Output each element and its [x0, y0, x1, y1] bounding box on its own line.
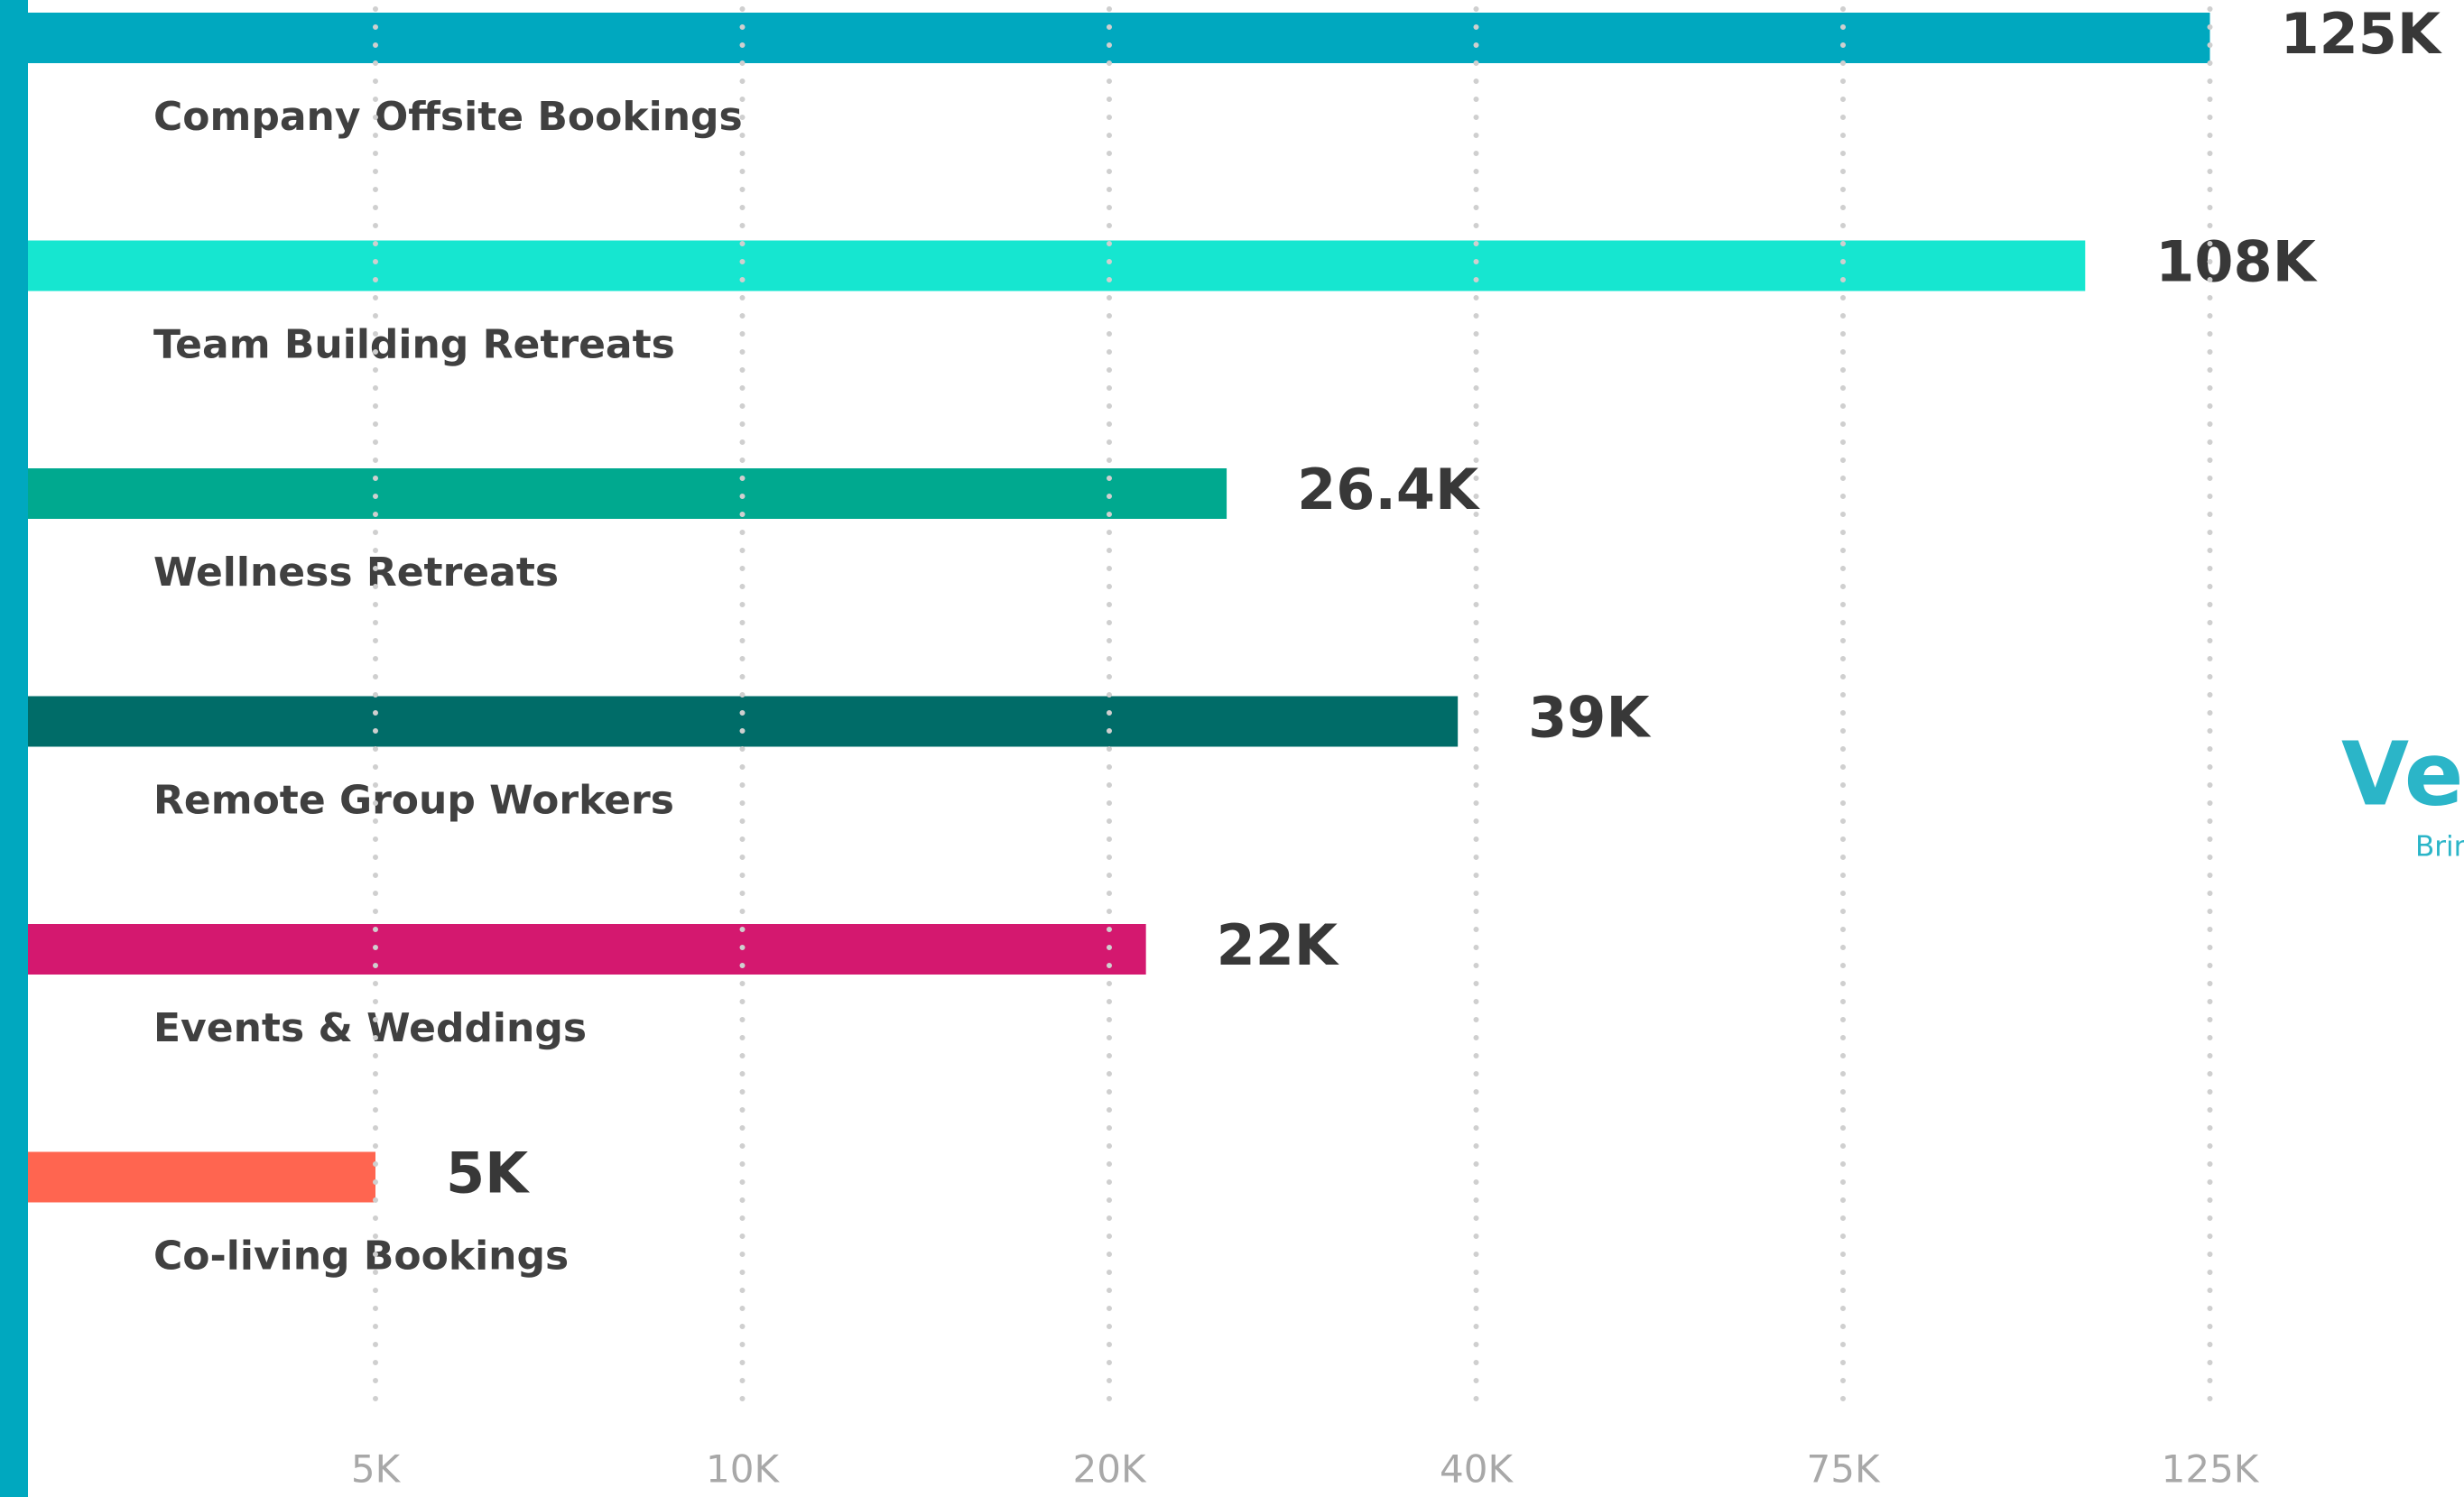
x-tick-label: 10K	[706, 1447, 780, 1492]
bar	[28, 13, 2210, 63]
bar	[28, 468, 1227, 519]
bar	[28, 240, 2086, 291]
logo-tagline: Brin	[2415, 831, 2464, 864]
category-label: Events & Weddings	[153, 1005, 587, 1051]
value-label: 108K	[2155, 229, 2317, 295]
bar	[28, 696, 1459, 747]
left-accent	[0, 0, 28, 1497]
category-label: Wellness Retreats	[153, 550, 559, 596]
x-tick-label: 75K	[1807, 1447, 1881, 1492]
x-tick-label: 40K	[1440, 1447, 1514, 1492]
bar	[28, 1151, 375, 1203]
x-tick-label: 5K	[351, 1447, 402, 1492]
value-label: 125K	[2281, 1, 2442, 67]
category-label: Remote Group Workers	[153, 778, 674, 824]
value-label: 22K	[1217, 912, 1339, 978]
x-tick-label: 20K	[1073, 1447, 1147, 1492]
bar	[28, 924, 1146, 975]
value-label: 5K	[446, 1141, 530, 1206]
category-label: Team Building Retreats	[153, 322, 675, 368]
category-label: Co-living Bookings	[153, 1234, 569, 1280]
value-label: 39K	[1528, 685, 1651, 751]
logo: Ve	[2341, 723, 2464, 825]
x-tick-label: 125K	[2162, 1447, 2260, 1492]
category-label: Company Offsite Bookings	[153, 94, 743, 140]
value-label: 26.4K	[1297, 457, 1480, 522]
